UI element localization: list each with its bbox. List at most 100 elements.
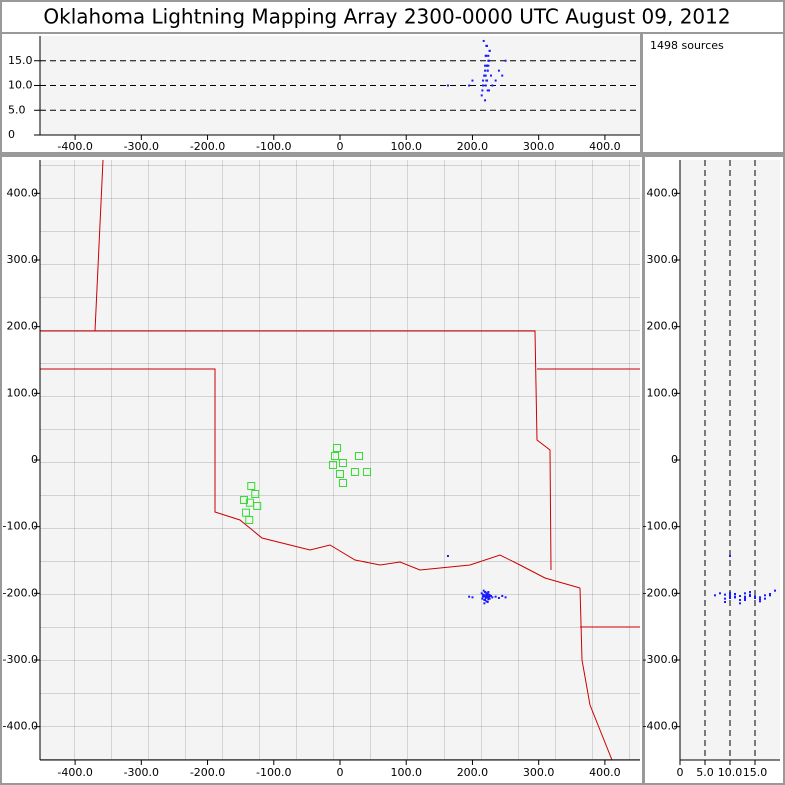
station [336, 470, 344, 478]
source-plan [501, 595, 504, 597]
x-tick-label: -100.0 [256, 766, 291, 779]
source-altitude-x [485, 54, 488, 57]
source-altitude-y [749, 591, 751, 593]
y-tick-label: 100.0 [647, 386, 679, 399]
x-tick-label: 100.0 [390, 766, 422, 779]
source-altitude-y [729, 597, 731, 599]
y-tick-label: 300.0 [647, 253, 679, 266]
z-tick-label: 5.0 [8, 103, 26, 116]
source-altitude-x [484, 84, 487, 87]
source-altitude-x [484, 64, 487, 67]
source-plan [484, 595, 487, 597]
source-altitude-y [774, 589, 776, 592]
z-tick-label: 0 [8, 128, 15, 141]
x-tick-label: 300.0 [523, 766, 555, 779]
source-altitude-y [729, 595, 731, 598]
y-tick-label: -100.0 [643, 520, 678, 533]
source-altitude-y [749, 595, 751, 597]
source-plan [487, 591, 490, 593]
source-plan [482, 589, 485, 592]
source-altitude-y [749, 593, 751, 596]
x-tick-label: -300.0 [124, 766, 159, 779]
source-altitude-x [486, 89, 489, 92]
y-tick-label: -100.0 [3, 520, 38, 533]
source-plan [446, 555, 449, 557]
state-borders [40, 160, 640, 760]
station [363, 468, 372, 476]
x-tick-label: -100.0 [256, 140, 291, 153]
source-altitude-y [769, 594, 771, 597]
source-altitude-y [764, 597, 766, 600]
source-altitude-x [491, 84, 494, 87]
source-altitude-x [482, 84, 485, 87]
station [333, 444, 342, 452]
source-altitude-y [744, 592, 746, 595]
source-altitude-y [734, 593, 736, 595]
source-altitude-y [739, 595, 741, 597]
source-altitude-y [739, 602, 741, 605]
source-altitude-y [734, 595, 736, 598]
z-tick-label: 15.0 [743, 766, 768, 779]
title-band [2, 2, 783, 32]
separator [2, 152, 783, 157]
source-plan [471, 596, 474, 599]
x-tick-label: 0 [337, 140, 344, 153]
y-tick-label: 400.0 [7, 186, 39, 199]
source-plan [497, 597, 500, 599]
source-plan [486, 601, 489, 603]
source-plan [504, 596, 507, 599]
separator [642, 157, 645, 783]
station [338, 459, 347, 467]
y-tick-label: 400.0 [647, 186, 679, 199]
source-altitude-y [724, 601, 726, 603]
station [350, 468, 359, 476]
z-tick-label: 0 [677, 766, 684, 779]
source-altitude-x [487, 64, 490, 67]
source-altitude-y [744, 597, 746, 599]
source-plan [482, 593, 485, 596]
source-altitude-x [501, 74, 504, 77]
source-plan [484, 591, 487, 594]
source-plan [484, 599, 487, 601]
source-altitude-x [488, 89, 491, 92]
source-altitude-x [486, 44, 489, 47]
station [331, 452, 340, 460]
source-plan [488, 597, 491, 600]
source-plan [486, 593, 489, 595]
source-count: 1498 sources [650, 39, 724, 52]
y-tick-label: -200.0 [643, 586, 678, 599]
x-tick-label: -200.0 [190, 140, 225, 153]
source-plan [480, 592, 483, 595]
station [355, 452, 364, 460]
x-tick-label: 300.0 [523, 140, 555, 153]
source-altitude-x [482, 79, 485, 82]
source-altitude-y [729, 591, 731, 594]
source-altitude-y [759, 596, 761, 599]
source-plan [481, 597, 484, 600]
source-plan [488, 594, 491, 597]
source-altitude-x [481, 89, 484, 92]
y-tick-label: 200.0 [7, 320, 39, 333]
chart-title: Oklahoma Lightning Mapping Array 2300-00… [43, 5, 730, 29]
source-altitude-y [769, 593, 771, 595]
source-altitude-y [729, 555, 731, 557]
x-tick-label: -200.0 [190, 766, 225, 779]
station [251, 490, 260, 498]
x-tick-label: -300.0 [124, 140, 159, 153]
source-plan [491, 596, 494, 599]
info-panel [643, 34, 783, 152]
source-altitude-y [764, 594, 766, 597]
source-altitude-y [754, 596, 756, 599]
source-plan [468, 595, 471, 598]
x-tick-label: -400.0 [57, 140, 92, 153]
station [247, 482, 256, 490]
z-tick-label: 10.0 [8, 79, 33, 92]
source-altitude-x [497, 69, 500, 72]
source-altitude-x [471, 79, 474, 82]
source-altitude-y [744, 595, 746, 598]
station [239, 496, 248, 504]
x-tick-label: 200.0 [457, 140, 489, 153]
source-altitude-y [724, 593, 726, 596]
z-tick-label: 5.0 [696, 766, 714, 779]
